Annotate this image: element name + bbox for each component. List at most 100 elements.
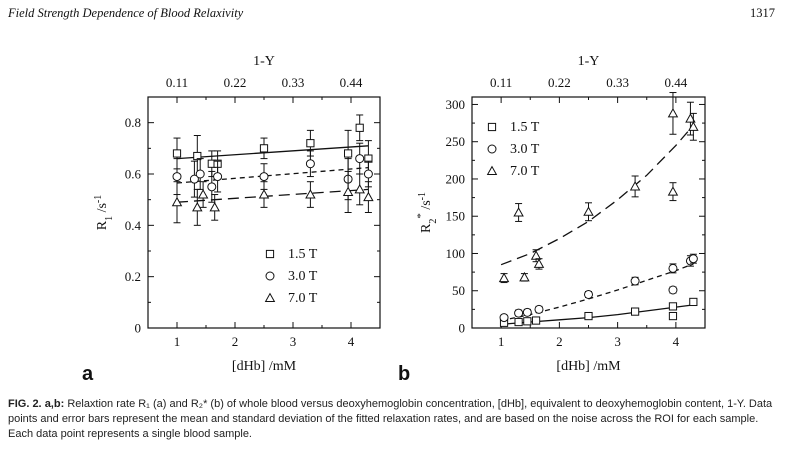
top-tick-label: 0.33 (606, 75, 629, 90)
data-point (342, 186, 354, 196)
x-tick-label: 3 (614, 334, 621, 349)
legend-entry: 3.0 T (510, 142, 540, 157)
data-point (513, 207, 524, 217)
top-tick-label: 0.44 (665, 75, 688, 90)
top-axis-label: 1-Y (253, 54, 275, 69)
legend-entry: 7.0 T (510, 164, 540, 179)
caption-panels: a,b: (44, 398, 65, 410)
y-tick-label: 0 (135, 321, 142, 336)
data-point (213, 172, 223, 182)
top-axis-label: 1-Y (578, 54, 600, 69)
x-axis-label: [dHb] /mM (232, 359, 297, 374)
data-point (355, 123, 364, 132)
data-point (668, 311, 678, 321)
top-tick-label: 0.44 (340, 75, 363, 90)
data-point (688, 254, 698, 264)
running-head-title: Field Strength Dependence of Blood Relax… (8, 6, 244, 20)
y-axis-label: R1 /s-1 (93, 195, 115, 231)
data-point (583, 206, 594, 216)
data-point (259, 172, 269, 182)
series-7-0-T (171, 170, 374, 226)
legend: 1.5 T 3.0 T 7.0 T (486, 120, 540, 179)
data-point (258, 189, 270, 199)
x-tick-label: 1 (174, 334, 181, 349)
x-axis-label: [dHb] /mM (556, 359, 621, 374)
top-tick-label: 0.11 (490, 75, 512, 90)
legend-marker (487, 144, 497, 154)
data-point (629, 180, 641, 191)
data-point (172, 149, 182, 158)
y-axis-label: R2* /s-1 (415, 192, 439, 233)
data-point (195, 169, 205, 179)
legend-entry: 1.5 T (510, 120, 540, 135)
y-label-star: * (415, 213, 427, 219)
fit-line (176, 145, 369, 160)
data-point (667, 107, 679, 118)
data-point (533, 258, 545, 268)
caption-label: FIG. 2. (8, 398, 42, 410)
data-point (534, 304, 544, 314)
data-point (305, 189, 316, 199)
data-point (584, 311, 593, 321)
top-tick-label: 0.22 (548, 75, 571, 90)
data-point (523, 317, 532, 326)
page-number: 1317 (750, 6, 775, 20)
y-tick-label: 0.8 (125, 115, 141, 130)
legend-marker (264, 292, 276, 303)
y-tick-label: 0.4 (125, 218, 142, 233)
data-point (667, 186, 679, 196)
legend-marker (486, 165, 498, 176)
data-point (193, 151, 202, 161)
data-point (363, 191, 374, 202)
y-tick-label: 0.2 (125, 269, 141, 284)
x-tick-label: 3 (290, 334, 297, 349)
caption-text: Relaxtion rate R₁ (a) and R₂* (b) of who… (8, 398, 773, 440)
top-tick-label: 0.33 (282, 75, 305, 90)
figure-caption: FIG. 2. a,b: Relaxtion rate R₁ (a) and R… (8, 397, 778, 442)
y-label-unit: /s (419, 200, 434, 213)
y-label-unit: /s (95, 203, 110, 216)
data-point (344, 149, 353, 158)
top-tick-label: 0.11 (166, 75, 188, 90)
data-point (668, 285, 678, 295)
data-point (685, 113, 696, 123)
y-tick-label: 150 (446, 209, 466, 224)
data-point (363, 169, 373, 179)
legend-entry: 1.5 T (288, 247, 318, 262)
top-tick-label: 0.22 (224, 75, 247, 90)
y-tick-label: 100 (446, 246, 466, 261)
legend-marker (487, 122, 497, 132)
data-point (306, 139, 315, 148)
data-point (668, 302, 678, 311)
data-point (630, 276, 640, 286)
y-label-sup: -1 (93, 195, 104, 203)
data-point (514, 317, 523, 327)
data-point (189, 174, 199, 184)
series-3-0-T (499, 253, 698, 323)
data-point (197, 189, 209, 199)
data-point (259, 144, 269, 153)
panel-letter: b (398, 363, 410, 385)
y-tick-label: 50 (452, 283, 465, 298)
data-point (514, 308, 524, 318)
figure-2: 1 0.11 2 0.22 3 0.33 4 0.44 0 0.2 0.4 0.6 0.8 [dHb] /… (82, 54, 706, 385)
y-label-sub: 1 (104, 216, 115, 221)
y-label-main: R (95, 220, 110, 230)
data-point (522, 307, 532, 317)
data-point (668, 263, 678, 273)
legend-entry: 3.0 T (288, 269, 318, 284)
y-label-sup: -1 (417, 192, 428, 200)
data-point (519, 271, 530, 282)
legend-marker (265, 249, 275, 259)
series-1-5-T (499, 297, 698, 327)
y-tick-label: 250 (446, 134, 466, 149)
data-point (689, 297, 698, 307)
data-point (192, 201, 203, 212)
data-point (584, 289, 593, 299)
fit-line (176, 188, 369, 203)
panel-letter: a (82, 363, 94, 385)
x-tick-label: 1 (498, 334, 505, 349)
data-point (305, 159, 315, 169)
x-tick-label: 4 (673, 334, 680, 349)
y-tick-label: 300 (446, 97, 466, 112)
